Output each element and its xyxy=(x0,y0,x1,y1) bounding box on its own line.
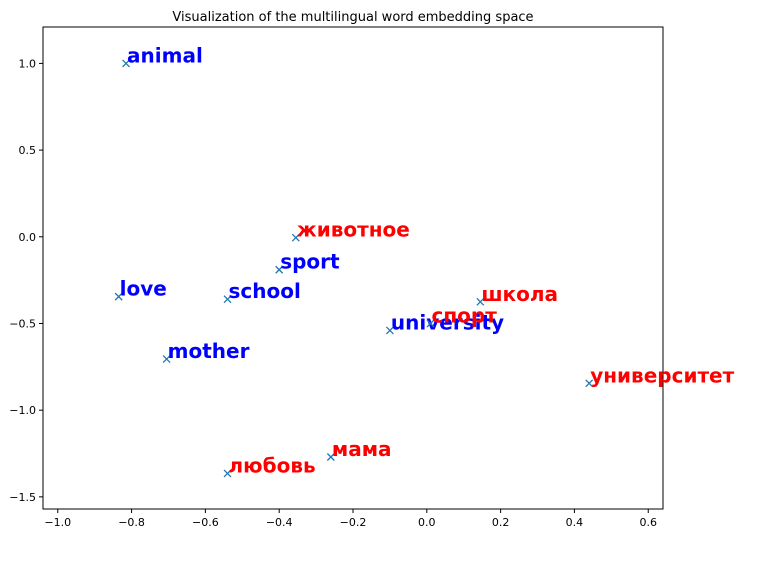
word-label: love xyxy=(120,277,167,301)
x-tick-label: 0.0 xyxy=(418,516,436,529)
data-point: школа xyxy=(476,282,558,306)
y-tick-label: −1.0 xyxy=(9,404,36,417)
x-tick-label: −0.8 xyxy=(118,516,145,529)
x-marker xyxy=(162,355,171,363)
word-label: animal xyxy=(127,43,203,67)
data-point: school xyxy=(223,279,301,304)
x-axis: −1.0 −0.8 −0.6 −0.4 −0.2 0.0 0.2 0.4 0.6 xyxy=(44,509,657,529)
x-marker xyxy=(585,379,594,388)
word-label: университет xyxy=(590,363,734,387)
x-tick-label: 0.6 xyxy=(639,516,657,529)
x-tick-label: −1.0 xyxy=(44,516,71,529)
x-marker xyxy=(426,319,435,328)
x-marker xyxy=(223,469,232,478)
data-point: love xyxy=(114,277,167,301)
x-tick-label: 0.2 xyxy=(492,516,510,529)
data-point: sport xyxy=(275,250,340,274)
data-point: животное xyxy=(291,218,410,242)
word-label: мама xyxy=(332,437,392,461)
x-marker xyxy=(223,295,232,304)
x-marker xyxy=(385,326,394,335)
data-point: университет xyxy=(585,363,735,388)
data-point: university xyxy=(385,310,504,335)
word-label: sport xyxy=(280,250,340,274)
word-label: школа xyxy=(481,282,558,306)
y-tick-label: 1.0 xyxy=(19,57,37,70)
word-label: спорт xyxy=(432,303,498,327)
x-tick-label: −0.4 xyxy=(266,516,293,529)
x-tick-label: 0.4 xyxy=(566,516,584,529)
word-label: university xyxy=(391,310,504,334)
word-label: school xyxy=(229,279,301,303)
word-label: животное xyxy=(297,218,410,242)
y-tick-label: −0.5 xyxy=(9,317,36,330)
word-label: любовь xyxy=(229,453,316,477)
y-axis: 1.0 0.5 0.0 −0.5 −1.0 −1.5 xyxy=(9,57,43,504)
x-tick-label: −0.2 xyxy=(340,516,367,529)
word-label: mother xyxy=(168,339,250,363)
data-point: мама xyxy=(326,437,392,461)
x-marker xyxy=(476,297,485,306)
y-tick-label: −1.5 xyxy=(9,491,36,504)
data-point: animal xyxy=(122,43,203,68)
x-marker xyxy=(326,453,335,461)
x-marker xyxy=(275,265,284,274)
data-point: спорт xyxy=(426,303,498,328)
x-tick-label: −0.6 xyxy=(192,516,219,529)
x-marker xyxy=(114,292,123,301)
chart-title: Visualization of the multilingual word e… xyxy=(172,10,533,25)
y-tick-label: 0.0 xyxy=(19,231,37,244)
data-point: любовь xyxy=(223,453,316,478)
data-point: mother xyxy=(162,339,250,363)
data-points: animal sport love school university mother жив… xyxy=(114,43,735,478)
y-tick-label: 0.5 xyxy=(19,144,37,157)
x-marker xyxy=(291,233,300,242)
x-marker xyxy=(122,59,130,68)
